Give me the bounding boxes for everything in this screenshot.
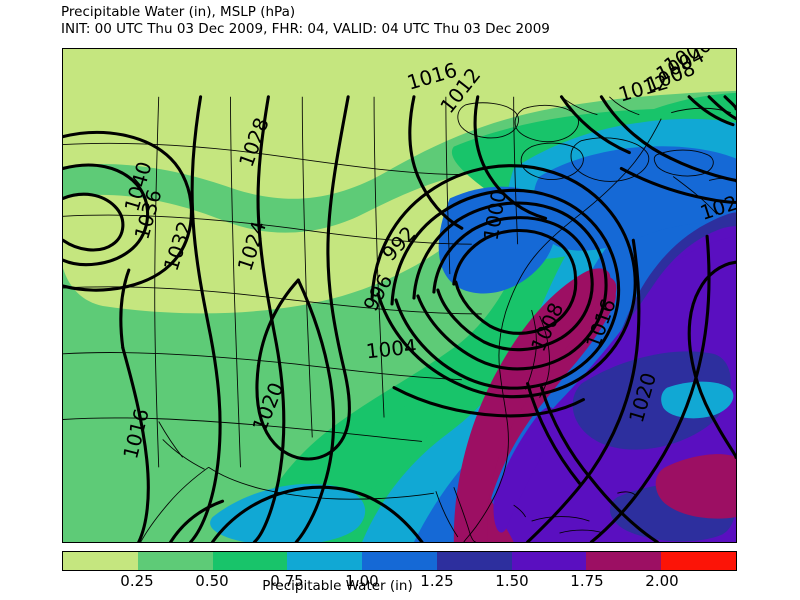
map-plot-area: 1040 1036 1032 1028 1024 1020 1016 1016 … <box>62 48 737 543</box>
contour-1008-ne <box>687 95 735 127</box>
contour-1004-low <box>390 188 621 390</box>
contour-1016 <box>121 346 150 542</box>
colorbar-tick-1.00: 1.00 <box>345 572 379 590</box>
figure-title: Precipitable Water (in), MSLP (hPa) <box>61 4 296 20</box>
map-geography <box>63 96 736 542</box>
figure-subtitle: INIT: 00 UTC Thu 03 Dec 2009, FHR: 04, V… <box>61 21 550 37</box>
colorbar-band-5 <box>436 552 512 570</box>
contour-1020 <box>255 95 351 461</box>
colorbar-tick-0.75: 0.75 <box>270 572 304 590</box>
contour-1024 <box>252 95 286 542</box>
svg-text:1004: 1004 <box>365 335 418 363</box>
colorbar-band-2 <box>212 552 288 570</box>
contour-1008-low <box>370 164 637 399</box>
colorbar-band-0 <box>63 552 138 570</box>
contour-996 <box>432 216 594 352</box>
pw-band-6c <box>493 406 556 533</box>
pw-band-7d <box>655 454 736 519</box>
contour-1004-ne <box>707 95 736 121</box>
contour-1036 <box>63 163 150 267</box>
contour-1012 <box>473 95 548 220</box>
contour-1020-e <box>589 234 711 542</box>
colorbar-tick-1.25: 1.25 <box>420 572 454 590</box>
colorbar <box>62 551 737 571</box>
contour-1028 <box>189 95 222 542</box>
pw-band-4b <box>533 146 736 251</box>
map-svg: 1040 1036 1032 1028 1024 1020 1016 1016 … <box>63 49 736 542</box>
contour-1008-s <box>540 386 659 542</box>
colorbar-band-8 <box>661 552 737 570</box>
contour-1000-ne <box>723 95 736 111</box>
mslp-contours <box>63 95 736 542</box>
contour-992 <box>452 228 578 335</box>
contour-1016-n <box>408 95 464 230</box>
contour-1020-sw <box>294 278 336 542</box>
figure-title-block: Precipitable Water (in), MSLP (hPa) INIT… <box>61 4 761 38</box>
colorbar-tick-1.50: 1.50 <box>495 572 529 590</box>
contour-1024-e <box>687 260 736 459</box>
pw-band-1b <box>63 173 493 314</box>
colorbar-band-3 <box>287 552 363 570</box>
contour-1012-e <box>599 95 736 183</box>
contour-1004-s <box>392 386 585 418</box>
colorbar-ticks: 0.25 0.50 0.75 1.00 1.25 1.50 1.75 2.00 <box>62 572 737 594</box>
colorbar-band-1 <box>137 552 213 570</box>
pw-band-7c <box>453 268 611 542</box>
colorbar-band-6 <box>511 552 587 570</box>
colorbar-axis-label: Precipitable Water (in) <box>262 578 413 594</box>
contour-1040 <box>63 192 125 252</box>
colorbar-tick-1.75: 1.75 <box>570 572 604 590</box>
contour-1016-e <box>526 238 641 542</box>
pw-band-5d <box>572 351 731 450</box>
pw-band-2b <box>312 401 435 503</box>
colorbar-band-7 <box>586 552 662 570</box>
pw-band-3f <box>661 381 734 419</box>
contour-1000-low <box>412 201 608 371</box>
colorbar-tick-0.50: 0.50 <box>195 572 229 590</box>
colorbar-container: 0.25 0.50 0.75 1.00 1.25 1.50 1.75 2.00 <box>62 551 737 590</box>
colorbar-band-4 <box>362 552 437 570</box>
colorbar-tick-0.25: 0.25 <box>120 572 154 590</box>
colorbar-tick-2.00: 2.00 <box>645 572 679 590</box>
